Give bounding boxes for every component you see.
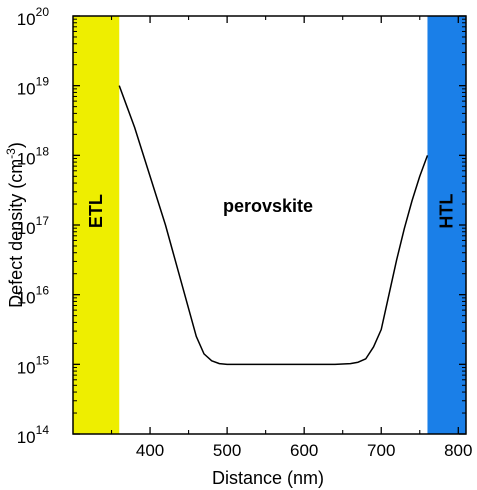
- y-tick-label: 1014: [17, 423, 50, 447]
- x-tick-label: 800: [444, 441, 472, 460]
- region-label-etl: ETL: [86, 194, 106, 228]
- x-tick-label: 600: [290, 441, 318, 460]
- y-axis-label-close: ): [6, 142, 26, 148]
- y-tick-label: 1016: [17, 284, 50, 308]
- x-tick-label: 700: [367, 441, 395, 460]
- defect-density-line: [118, 85, 429, 366]
- y-axis-label-main: Defect density (cm: [6, 159, 26, 308]
- region-label-htl: HTL: [437, 194, 457, 229]
- x-axis-label: Distance (nm): [212, 468, 324, 488]
- y-axis-label-sup: -3: [4, 148, 18, 159]
- y-tick-label: 1017: [17, 214, 50, 238]
- x-tick-label: 500: [213, 441, 241, 460]
- y-tick-label: 1015: [17, 353, 50, 377]
- perovskite-annotation: perovskite: [223, 196, 313, 216]
- x-tick-label: 400: [136, 441, 164, 460]
- plot-frame: [72, 15, 467, 435]
- region-band-etl: [73, 16, 120, 434]
- y-tick-label: 1018: [17, 144, 50, 168]
- y-tick-label: 1019: [17, 75, 50, 99]
- y-axis-label: Defect density (cm-3): [4, 142, 26, 308]
- y-tick-label: 1020: [17, 5, 50, 29]
